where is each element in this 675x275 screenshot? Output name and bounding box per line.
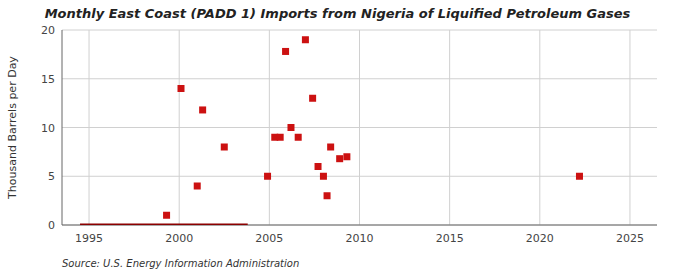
y-tick-label: 20 — [41, 24, 55, 37]
y-tick-label: 5 — [48, 170, 55, 183]
scatter-point — [336, 155, 343, 162]
line — [80, 224, 248, 226]
x-tick-label: 2025 — [616, 232, 644, 245]
scatter-point — [302, 36, 309, 43]
x-axis-line — [62, 225, 657, 226]
source-note: Source: U.S. Energy Information Administ… — [62, 258, 299, 269]
scatter-point — [277, 134, 284, 141]
x-tick-label: 1995 — [75, 232, 103, 245]
scatter-point — [287, 124, 294, 131]
x-tick-label: 2010 — [346, 232, 374, 245]
y-axis-label: Thousand Barrels per Day — [6, 56, 19, 200]
grid-line-y — [62, 225, 657, 226]
scatter-point — [327, 144, 334, 151]
scatter-point — [324, 192, 331, 199]
y-axis-line — [62, 30, 63, 225]
scatter-point — [178, 85, 185, 92]
chart-container: 0 5 10 15 20 1995 2000 2005 2010 2015 2020 2025 Mont… — [0, 0, 675, 275]
scatter-point — [163, 212, 170, 219]
y-tick-label: 0 — [48, 219, 55, 232]
grid-line-x — [449, 30, 450, 225]
scatter-point — [315, 163, 322, 170]
scatter-point — [309, 95, 316, 102]
grid-line-x — [89, 30, 90, 225]
scatter-point — [343, 153, 350, 160]
grid-line-x — [359, 30, 360, 225]
scatter-point — [576, 173, 583, 180]
x-tick-label: 2020 — [526, 232, 554, 245]
scatter-point — [264, 173, 271, 180]
y-tick-label: 10 — [41, 122, 55, 135]
scatter-point — [199, 106, 206, 113]
x-tick-label: 2005 — [255, 232, 283, 245]
plot-area — [80, 36, 583, 225]
chart: 0 5 10 15 20 1995 2000 2005 2010 2015 2020 2025 Mont… — [0, 0, 675, 275]
x-tick-label: 2000 — [165, 232, 193, 245]
scatter-point — [282, 48, 289, 55]
scatter-point — [320, 173, 327, 180]
grid-line-x — [539, 30, 540, 225]
y-tick-label: 15 — [41, 73, 55, 86]
grid-line-x — [629, 30, 630, 225]
x-tick-label: 2015 — [436, 232, 464, 245]
scatter-point — [295, 134, 302, 141]
scatter-point — [221, 144, 228, 151]
title: Monthly East Coast (PADD 1) Imports from… — [45, 6, 631, 21]
grid — [62, 30, 657, 225]
grid-line-x — [179, 30, 180, 225]
scatter-point — [194, 183, 201, 190]
grid-line-x — [269, 30, 270, 225]
